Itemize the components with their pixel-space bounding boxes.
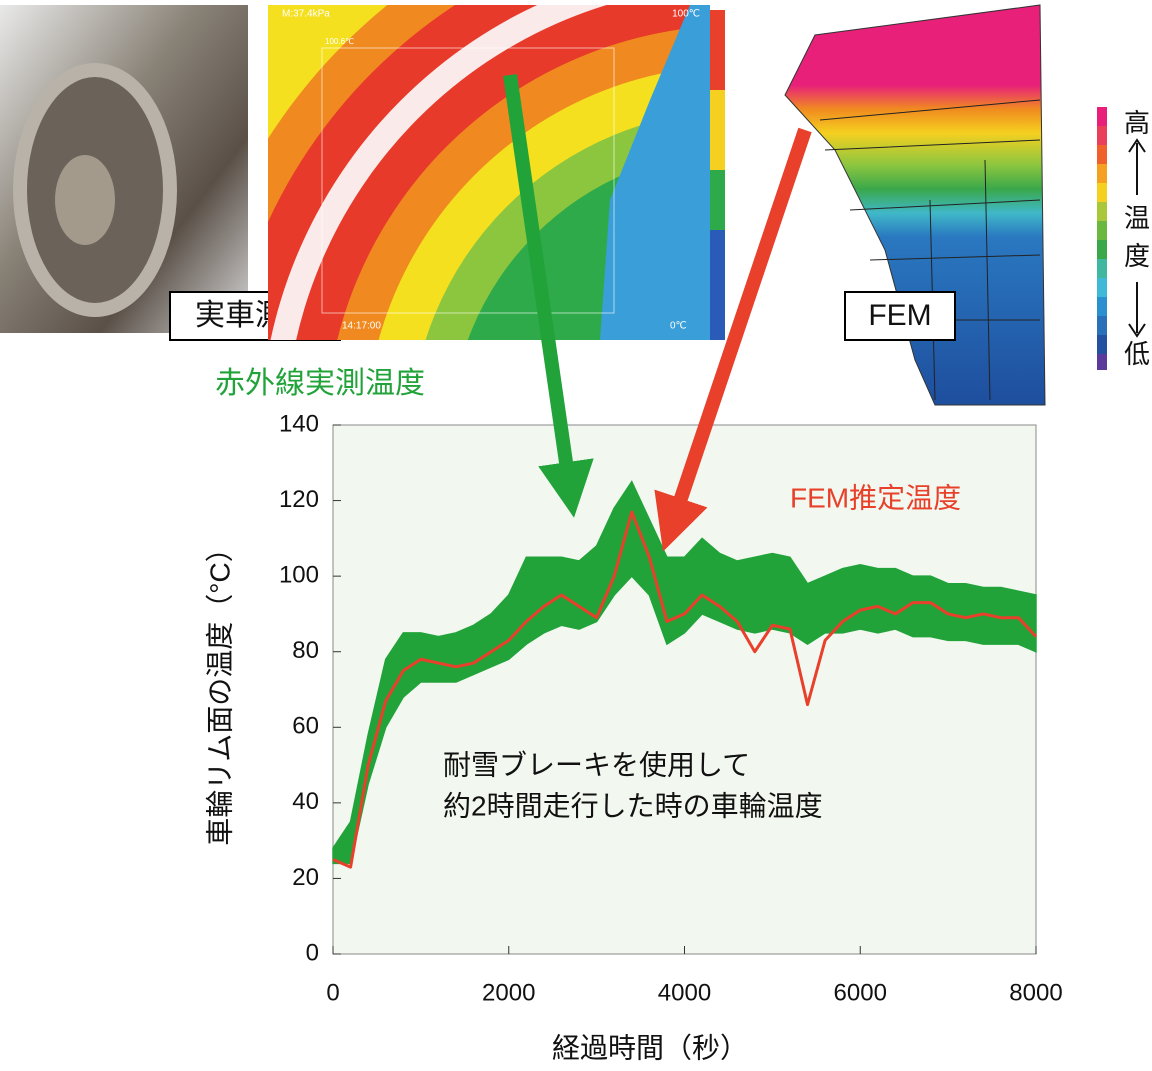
x-axis-title: 経過時間（秒） [552,1032,748,1063]
fem-colorbar [1097,107,1107,370]
thermal-time: 14:17:00 [342,321,381,332]
y-tick-label: 40 [292,788,319,815]
colorbar-label: 温 [1124,203,1150,233]
colorbar-label: 高 [1124,108,1150,138]
x-tick-label: 4000 [658,979,711,1006]
line [332,510,1038,869]
band-area [332,480,1037,865]
fem-mesh [819,99,1041,401]
thermal-max: 100℃ [672,9,700,20]
fem-label-box [844,291,956,341]
pointer-arrow [503,73,594,518]
colorbar-arrow-up [1128,138,1146,195]
x-tick-label: 2000 [482,979,535,1006]
y-tick-label: 0 [306,939,319,966]
x-tick-label: 0 [326,979,339,1006]
roi [321,47,615,314]
thermal-scale-mid [710,90,725,170]
series-label: FEM推定温度 [790,482,961,513]
thermal-scale-hot [710,10,725,90]
series-label: 赤外線実測温度 [215,367,425,400]
thermal-spot: 100.6℃ [325,37,354,46]
annotation: 耐雪ブレーキを使用して [443,749,750,780]
colorbar-arrow-down [1128,282,1146,338]
y-tick-label: 80 [292,637,319,664]
thermal-image [268,5,710,340]
thermal-readout: M:37.4kPa [282,9,330,20]
fem-label: FEM [868,299,931,332]
hub [55,155,115,245]
x-tick-label: 6000 [834,979,887,1006]
thermal-scale-cool [710,170,725,230]
thermal-min: 0℃ [670,321,687,332]
pointer-arrow [654,127,812,552]
fem-model [784,4,1046,406]
y-tick-label: 100 [279,561,319,588]
y-axis-title: 車輪リム面の温度（°C） [204,534,235,845]
annotation: 約2時間走行した時の車輪温度 [443,790,823,821]
colorbar-label: 度 [1124,241,1150,271]
y-tick-label: 60 [292,713,319,740]
y-tick-label: 120 [279,486,319,513]
x-tick-label: 8000 [1009,979,1062,1006]
y-tick-label: 140 [279,410,319,437]
colorbar-label: 低 [1124,339,1150,369]
y-tick-label: 20 [292,864,319,891]
